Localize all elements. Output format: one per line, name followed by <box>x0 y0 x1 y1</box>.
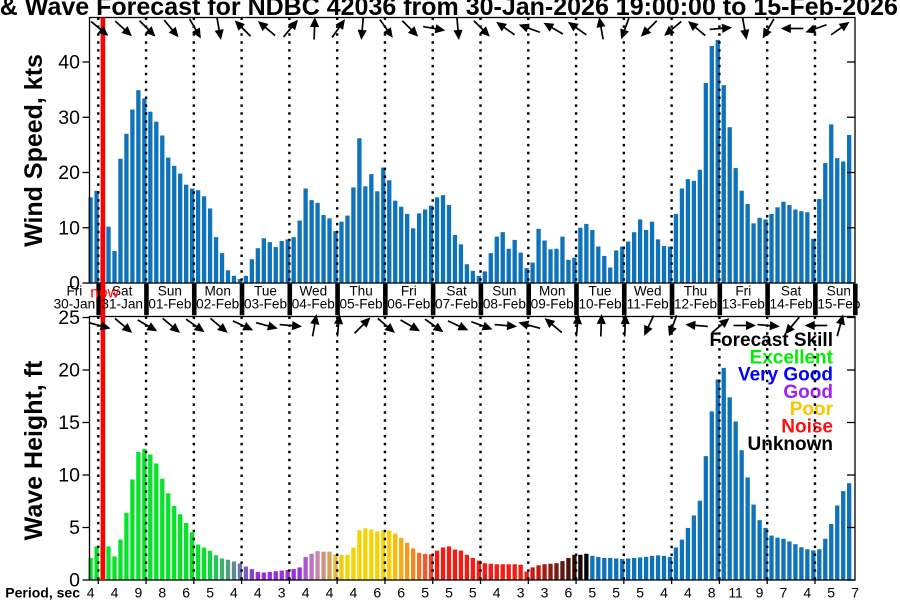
svg-text:10: 10 <box>58 217 80 239</box>
svg-text:5: 5 <box>421 584 429 600</box>
svg-text:5: 5 <box>612 584 620 600</box>
svg-text:15-Feb: 15-Feb <box>817 297 860 312</box>
svg-text:20: 20 <box>58 360 80 382</box>
svg-text:Tue: Tue <box>589 284 612 299</box>
svg-text:Sun: Sun <box>158 284 182 299</box>
svg-text:5: 5 <box>827 584 835 600</box>
svg-text:5: 5 <box>69 517 80 539</box>
svg-text:07-Feb: 07-Feb <box>435 297 478 312</box>
svg-text:4: 4 <box>660 584 668 600</box>
svg-text:6: 6 <box>565 584 573 600</box>
svg-text:Noise: Noise <box>781 417 833 438</box>
svg-text:0: 0 <box>69 570 80 592</box>
svg-text:Period, sec: Period, sec <box>5 584 80 600</box>
svg-text:9: 9 <box>135 584 143 600</box>
svg-text:40: 40 <box>58 52 80 74</box>
svg-text:Good: Good <box>783 382 833 403</box>
svg-text:7: 7 <box>780 584 788 600</box>
svg-text:06-Feb: 06-Feb <box>387 297 430 312</box>
svg-text:Tue: Tue <box>254 284 277 299</box>
svg-text:6: 6 <box>373 584 381 600</box>
svg-text:Excellent: Excellent <box>750 347 834 368</box>
svg-text:4: 4 <box>803 584 811 600</box>
svg-text:4: 4 <box>684 584 692 600</box>
svg-text:4: 4 <box>111 584 119 600</box>
svg-text:11-Feb: 11-Feb <box>627 297 669 312</box>
svg-text:Fri: Fri <box>66 284 82 299</box>
svg-text:Mon: Mon <box>539 284 565 299</box>
svg-text:5: 5 <box>445 584 453 600</box>
svg-text:04-Feb: 04-Feb <box>292 297 335 312</box>
svg-text:5: 5 <box>469 584 477 600</box>
svg-text:4: 4 <box>350 584 358 600</box>
svg-text:8: 8 <box>708 584 716 600</box>
svg-text:30: 30 <box>58 107 80 129</box>
svg-text:Wave Height, ft: Wave Height, ft <box>20 360 48 540</box>
svg-text:Unknown: Unknown <box>748 434 834 455</box>
svg-text:10: 10 <box>58 465 80 487</box>
svg-text:now: now <box>90 285 119 302</box>
svg-text:12-Feb: 12-Feb <box>674 297 717 312</box>
svg-text:Wed: Wed <box>634 284 662 299</box>
svg-text:5: 5 <box>588 584 596 600</box>
svg-text:05-Feb: 05-Feb <box>340 297 383 312</box>
svg-text:Sat: Sat <box>781 284 802 299</box>
svg-text:3: 3 <box>517 584 525 600</box>
svg-text:4: 4 <box>302 584 310 600</box>
svg-text:30-Jan: 30-Jan <box>54 297 96 312</box>
svg-text:11: 11 <box>728 584 743 600</box>
svg-text:03-Feb: 03-Feb <box>244 297 287 312</box>
svg-text:4: 4 <box>87 584 95 600</box>
svg-text:Wind & Wave Forecast for NDBC: Wind & Wave Forecast for NDBC 42036 from… <box>0 0 900 21</box>
svg-text:6: 6 <box>397 584 405 600</box>
svg-text:15: 15 <box>58 412 80 434</box>
svg-text:09-Feb: 09-Feb <box>531 297 574 312</box>
svg-text:31-Jan: 31-Jan <box>101 297 143 312</box>
svg-text:4: 4 <box>493 584 501 600</box>
svg-text:01-Feb: 01-Feb <box>148 297 191 312</box>
svg-text:02-Feb: 02-Feb <box>196 297 239 312</box>
svg-text:Sat: Sat <box>446 284 467 299</box>
svg-text:13-Feb: 13-Feb <box>722 297 765 312</box>
svg-text:Fri: Fri <box>735 284 751 299</box>
svg-text:5: 5 <box>636 584 644 600</box>
svg-text:4: 4 <box>230 584 238 600</box>
svg-text:08-Feb: 08-Feb <box>483 297 526 312</box>
svg-text:7: 7 <box>851 584 859 600</box>
svg-text:Fri: Fri <box>401 284 417 299</box>
svg-text:20: 20 <box>58 162 80 184</box>
svg-text:14-Feb: 14-Feb <box>770 297 813 312</box>
svg-text:3: 3 <box>278 584 286 600</box>
svg-text:10-Feb: 10-Feb <box>578 297 621 312</box>
svg-text:25: 25 <box>58 307 80 329</box>
svg-text:Poor: Poor <box>790 399 834 420</box>
svg-text:8: 8 <box>158 584 166 600</box>
svg-text:Very Good: Very Good <box>738 365 833 386</box>
svg-text:Wed: Wed <box>299 284 327 299</box>
svg-text:4: 4 <box>254 584 262 600</box>
svg-text:Thu: Thu <box>349 284 372 299</box>
svg-text:3: 3 <box>541 584 549 600</box>
svg-text:Forecast Skill: Forecast Skill <box>709 330 833 351</box>
svg-text:9: 9 <box>756 584 764 600</box>
svg-text:Wind Speed, kts: Wind Speed, kts <box>20 54 48 247</box>
svg-text:5: 5 <box>206 584 214 600</box>
svg-text:6: 6 <box>182 584 190 600</box>
svg-text:Sun: Sun <box>827 284 851 299</box>
svg-text:0: 0 <box>69 273 80 295</box>
svg-text:Thu: Thu <box>684 284 707 299</box>
svg-text:Mon: Mon <box>204 284 230 299</box>
svg-text:4: 4 <box>326 584 334 600</box>
svg-text:Sun: Sun <box>492 284 516 299</box>
svg-text:Sat: Sat <box>112 284 133 299</box>
